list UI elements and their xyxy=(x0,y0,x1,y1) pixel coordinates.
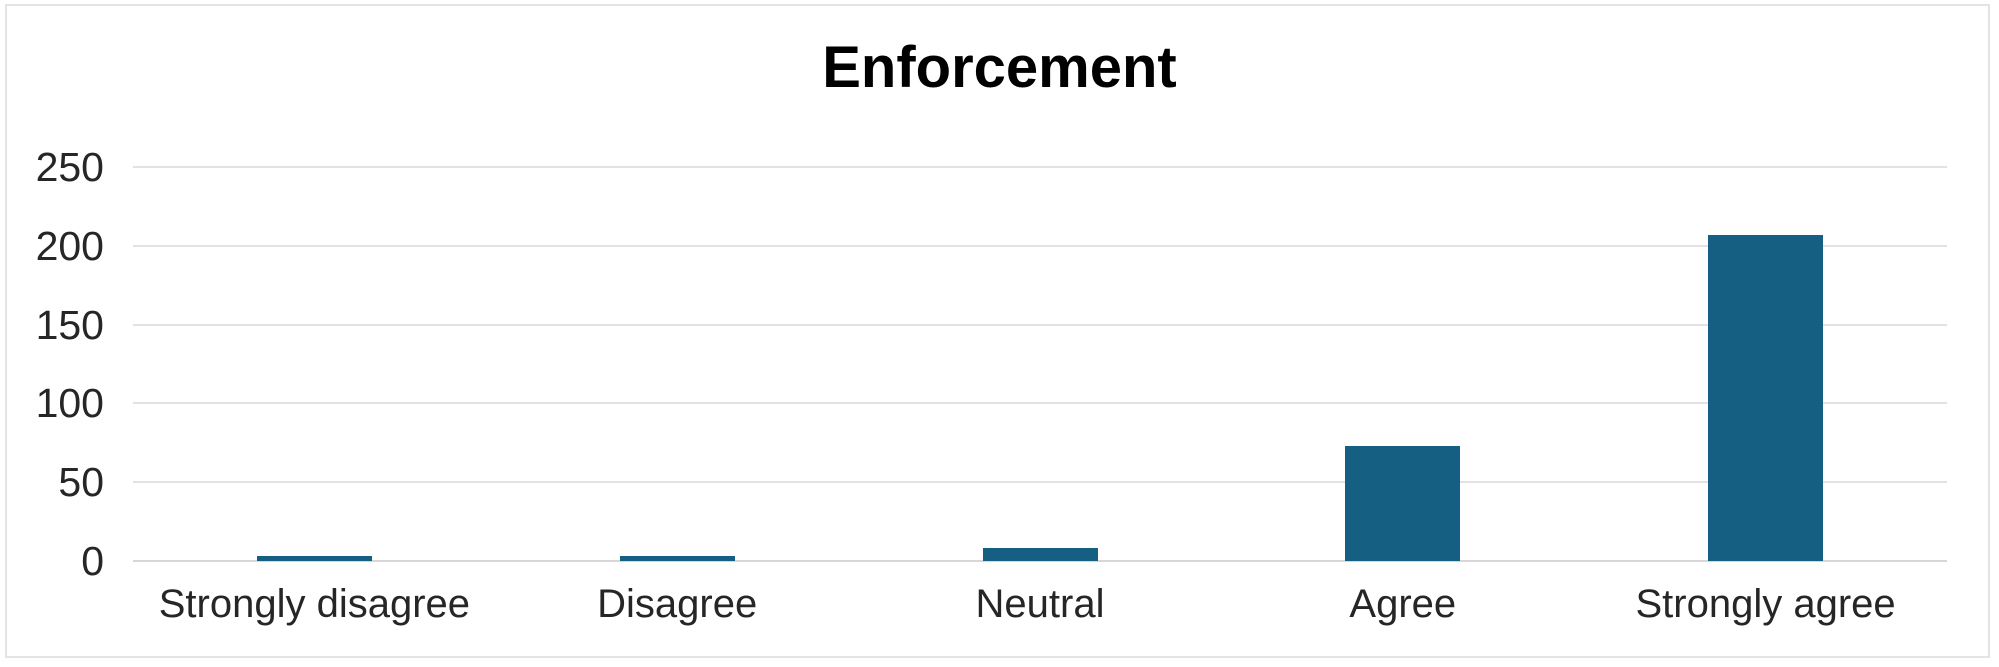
gridline-150 xyxy=(133,323,1947,326)
y-tick-label-150: 150 xyxy=(35,301,104,348)
x-category-label-agree: Agree xyxy=(1349,582,1457,626)
x-category-label-strongly-disagree: Strongly disagree xyxy=(158,582,471,626)
chart-title: Enforcement xyxy=(822,35,1177,100)
x-category-label-disagree: Disagree xyxy=(597,582,758,626)
y-tick-label-50: 50 xyxy=(58,459,104,506)
gridline-100 xyxy=(133,402,1947,405)
y-tick-label-0: 0 xyxy=(81,538,104,584)
y-tick-label-100: 100 xyxy=(35,380,104,427)
x-category-label-neutral: Neutral xyxy=(975,582,1105,626)
y-tick-label-250: 250 xyxy=(35,144,104,190)
gridline-200 xyxy=(133,244,1947,247)
bar-disagree xyxy=(619,556,735,561)
bar-strongly-agree xyxy=(1708,234,1824,561)
bar-strongly-disagree xyxy=(256,556,372,561)
gridline-50 xyxy=(133,481,1947,484)
y-tick-label-200: 200 xyxy=(35,222,104,269)
x-category-label-strongly-agree: Strongly agree xyxy=(1635,582,1896,626)
bar-agree xyxy=(1345,445,1461,561)
bar-neutral xyxy=(982,548,1098,561)
gridline-250 xyxy=(133,166,1947,168)
gridline-0 xyxy=(133,560,1947,562)
